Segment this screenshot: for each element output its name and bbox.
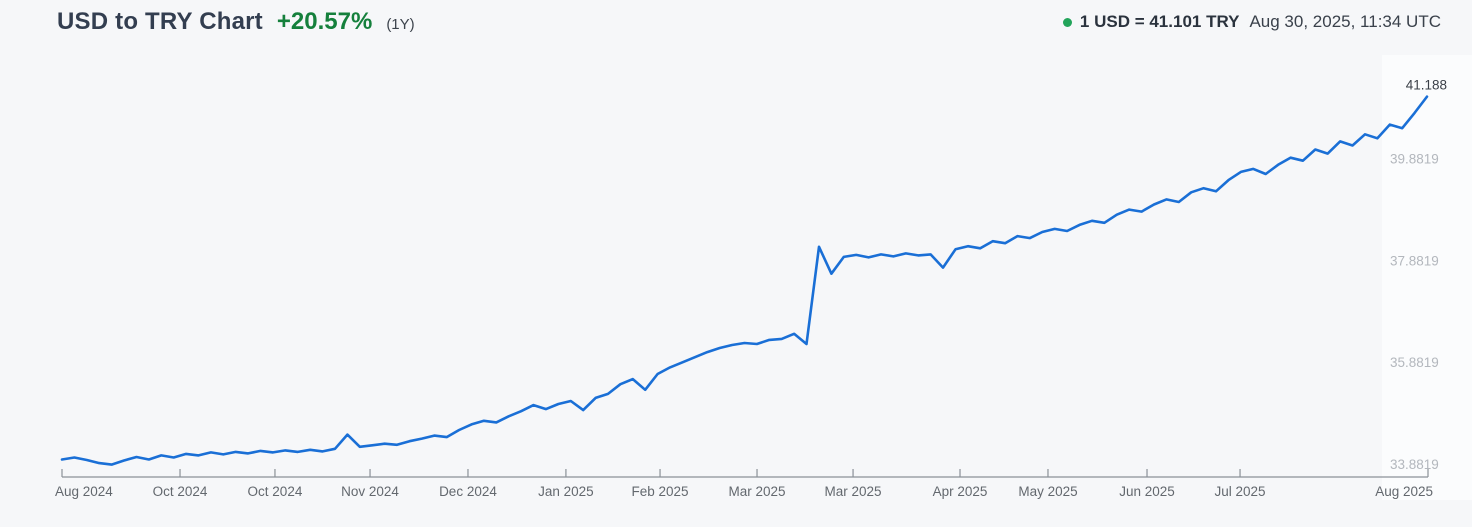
quote-timestamp: Aug 30, 2025, 11:34 UTC [1249,12,1441,31]
x-axis-label: Oct 2024 [153,484,208,499]
y-axis-label: 37.8819 [1390,253,1439,268]
x-axis-label: Aug 2024 [55,484,113,499]
y-axis-label: 35.8819 [1390,355,1439,370]
current-quote: 1 USD = 41.101 TRY Aug 30, 2025, 11:34 U… [1062,12,1441,32]
x-axis-label: Apr 2025 [933,484,988,499]
chart-header: USD to TRY Chart +20.57% (1Y) [57,8,1441,36]
change-percent: +20.57% [276,8,373,35]
live-dot-icon [1062,17,1072,27]
y-axis-label: 33.8819 [1390,457,1439,472]
x-axis-label: May 2025 [1018,484,1077,499]
period-label: (1Y) [386,16,415,33]
x-axis-label: Nov 2024 [341,484,399,499]
x-axis-label: Dec 2024 [439,484,497,499]
x-axis-label: Jan 2025 [538,484,594,499]
x-axis-label: Jul 2025 [1215,484,1266,499]
x-axis-label: Mar 2025 [728,484,785,499]
page-title: USD to TRY Chart [57,8,263,35]
y-axis-gutter [1382,55,1472,500]
y-axis-label: 39.8819 [1390,152,1439,167]
last-value-label: 41.188 [1406,78,1447,93]
x-axis-label: Aug 2025 [1375,484,1433,499]
x-axis-label: Oct 2024 [248,484,303,499]
x-axis-label: Jun 2025 [1119,484,1175,499]
x-axis-label: Feb 2025 [632,484,689,499]
price-line [60,95,1429,466]
x-axis-label: Mar 2025 [825,484,882,499]
quote-rate: 1 USD = 41.101 TRY [1079,12,1240,31]
